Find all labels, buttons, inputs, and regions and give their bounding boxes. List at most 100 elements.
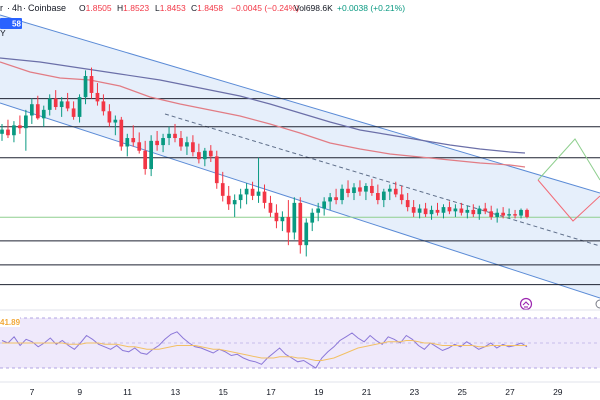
candle-body	[89, 76, 94, 93]
candle-body	[256, 191, 261, 196]
candle-body	[292, 202, 297, 233]
candle	[471, 204, 476, 217]
candle-body	[286, 216, 291, 233]
candle	[89, 67, 94, 99]
channel-upper-line[interactable]	[0, 14, 600, 194]
settings-icon[interactable]	[595, 299, 600, 309]
candle-body	[429, 209, 434, 215]
candle-body	[59, 101, 64, 108]
x-tick-label: 15	[218, 387, 228, 397]
candle-body	[35, 104, 40, 119]
candle	[77, 94, 82, 123]
candle-body	[71, 108, 76, 117]
candle-body	[501, 212, 505, 216]
candle	[35, 95, 40, 120]
candle-body	[220, 183, 225, 196]
candle-body	[268, 202, 273, 213]
ohlc-change: −0.0045 (−0.24%)	[231, 3, 299, 13]
candle	[197, 143, 201, 164]
candle-body	[405, 200, 410, 208]
candle	[489, 205, 494, 220]
candle	[507, 208, 511, 219]
candle-body	[143, 150, 148, 170]
candle-body	[131, 138, 136, 143]
svg-text:·: ·	[7, 3, 10, 13]
candle-body	[435, 209, 440, 213]
candle-body	[24, 115, 28, 129]
candle	[298, 197, 303, 254]
candle	[47, 94, 52, 116]
header-interval: 4h	[12, 3, 22, 13]
candle-body	[113, 119, 118, 123]
candle	[280, 211, 285, 232]
candle	[244, 183, 249, 205]
channel-median-line[interactable]	[164, 113, 600, 247]
candle-body	[441, 207, 446, 213]
candle-body	[149, 140, 153, 170]
candle-body	[274, 212, 279, 222]
candle-body	[477, 208, 482, 215]
candle-body	[41, 109, 46, 119]
candle-body	[340, 188, 344, 201]
rsi-level-text: 41.89	[0, 318, 21, 327]
candle	[24, 109, 28, 151]
x-tick-label: 25	[457, 387, 467, 397]
x-axis-ticks: 7 9 11 13 15 17 19 21 23 25 27 29	[30, 387, 563, 397]
candle-body	[250, 188, 255, 196]
ohlc-high: 1.8523	[123, 3, 149, 13]
candle-body	[95, 92, 100, 102]
rsi-level-tag	[0, 317, 20, 327]
candle-body	[525, 209, 529, 217]
candle	[268, 195, 273, 217]
ohlc-close: 1.8458	[197, 3, 223, 13]
x-tick-label: 9	[77, 387, 82, 397]
price-tag-text: 58	[12, 20, 21, 29]
candle	[220, 171, 225, 202]
candle-body	[298, 202, 303, 246]
candle	[501, 207, 505, 219]
candle-body	[304, 222, 309, 246]
price-tag-sub: Y	[0, 28, 6, 38]
candle-body	[381, 191, 386, 201]
candle	[0, 123, 4, 141]
x-tick-label: 17	[266, 387, 276, 397]
candle	[214, 150, 219, 189]
candle	[465, 205, 470, 219]
candle	[161, 133, 165, 153]
candle-body	[155, 140, 159, 146]
candle	[304, 218, 309, 257]
candle-body	[107, 111, 112, 123]
candle	[53, 90, 58, 110]
candle	[286, 200, 291, 246]
candle	[513, 209, 517, 219]
candle-body	[173, 133, 177, 139]
candle-body	[507, 214, 511, 216]
candle-body	[262, 191, 267, 203]
candle-body	[12, 125, 16, 136]
replay-icon[interactable]	[519, 297, 533, 311]
candle-body	[423, 208, 428, 215]
candle-body	[47, 98, 52, 110]
candle	[12, 121, 16, 143]
projection-down-path[interactable]	[537, 179, 600, 222]
candle	[95, 83, 100, 106]
projection-up-path[interactable]	[537, 138, 600, 181]
candle-body	[364, 185, 368, 192]
candle	[483, 202, 488, 215]
candle	[453, 204, 458, 217]
candle	[137, 132, 142, 154]
candle	[346, 180, 350, 198]
candle	[405, 193, 410, 212]
candle	[447, 201, 452, 215]
candle-body	[197, 152, 201, 160]
candle	[119, 116, 124, 151]
candle	[519, 208, 523, 219]
rsi-moving-average	[2, 340, 527, 361]
candle-body	[370, 185, 374, 194]
x-tick-label: 13	[171, 387, 181, 397]
svg-text:C1.8458: C1.8458	[191, 3, 223, 13]
candle	[101, 94, 106, 116]
candle	[328, 193, 332, 210]
candle-body	[513, 214, 517, 216]
